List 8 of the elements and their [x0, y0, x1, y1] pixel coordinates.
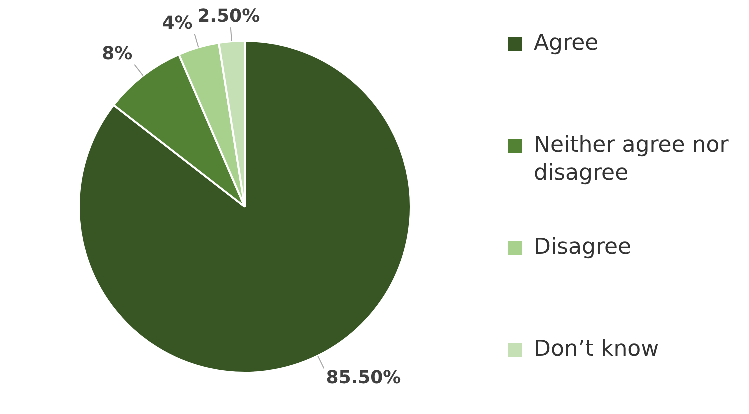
legend-label: Don’t know — [534, 336, 660, 364]
data-label: 85.50% — [326, 367, 402, 388]
legend-label: Neither agree nor disagree — [534, 132, 730, 188]
data-label: 2.50% — [198, 6, 260, 28]
legend-label: Agree — [534, 30, 599, 58]
legend-label: Disagree — [534, 234, 632, 262]
data-label: 4% — [162, 12, 193, 34]
data-label: 8% — [102, 43, 133, 64]
